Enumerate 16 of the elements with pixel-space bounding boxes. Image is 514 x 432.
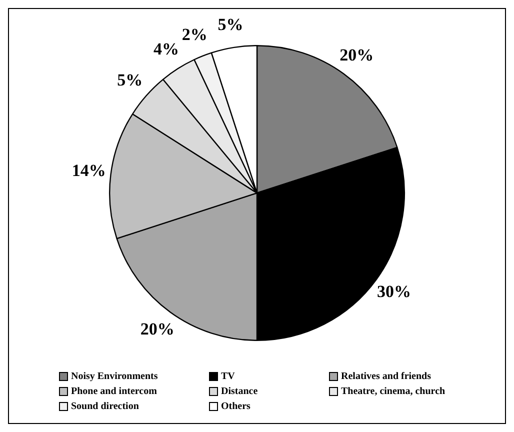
data-label: 4%: [153, 39, 179, 58]
data-label: 2%: [182, 24, 208, 44]
data-label: 20%: [140, 319, 174, 338]
legend-label: Others: [221, 401, 250, 412]
legend-label: Noisy Environments: [71, 371, 158, 382]
data-label: 20%: [340, 45, 374, 64]
legend-label: TV: [221, 371, 235, 382]
legend-label: Distance: [221, 386, 258, 397]
data-label: 14%: [72, 161, 106, 180]
legend-label: Theatre, cinema, church: [341, 386, 446, 397]
legend-label: Sound direction: [71, 401, 139, 412]
data-label: 5%: [218, 15, 244, 34]
data-label: 30%: [377, 282, 412, 301]
legend-label: Relatives and friends: [341, 371, 431, 382]
data-label: 5%: [117, 70, 143, 90]
legend-label: Phone and intercom: [71, 386, 157, 397]
